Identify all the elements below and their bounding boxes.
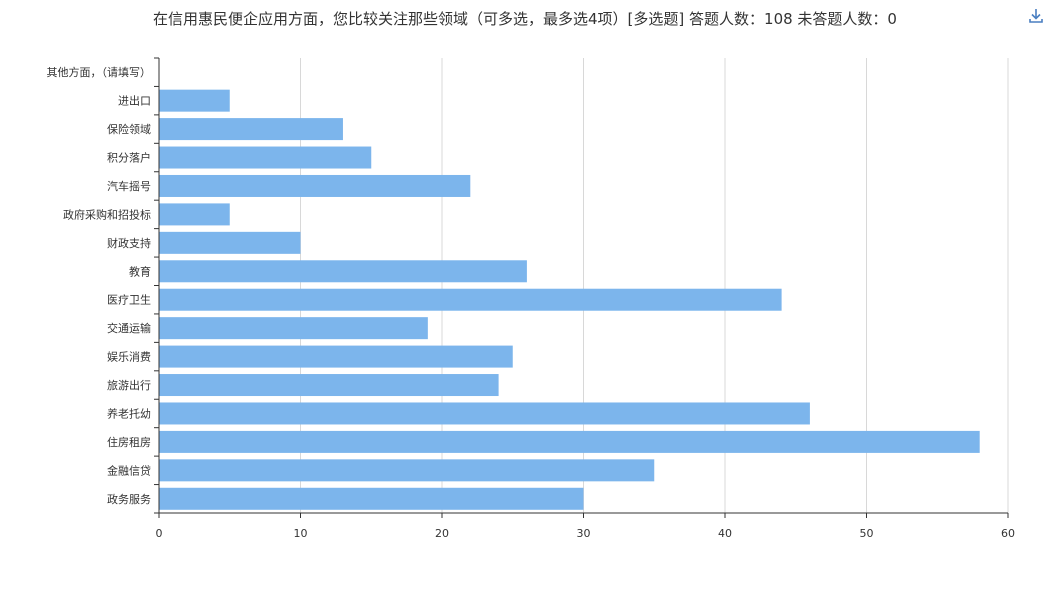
bar[interactable] <box>159 402 810 425</box>
bar[interactable] <box>159 146 372 169</box>
category-label: 娱乐消费 <box>107 350 151 364</box>
x-tick-label: 0 <box>156 527 163 540</box>
bar[interactable] <box>159 487 584 510</box>
bar[interactable] <box>159 118 343 141</box>
category-label: 金融信贷 <box>107 463 151 477</box>
category-label: 养老托幼 <box>107 406 151 420</box>
category-label: 财政支持 <box>107 236 151 250</box>
category-label: 积分落户 <box>107 151 151 165</box>
bar[interactable] <box>159 459 655 482</box>
bar[interactable] <box>159 345 513 368</box>
chart-title: 在信用惠民便企应用方面，您比较关注那些领域（可多选，最多选4项）[多选题] 答题… <box>153 10 897 28</box>
x-tick-label: 50 <box>860 527 874 540</box>
x-tick-label: 40 <box>718 527 732 540</box>
bar[interactable] <box>159 231 301 254</box>
x-tick-label: 30 <box>577 527 591 540</box>
x-tick-label: 20 <box>435 527 449 540</box>
download-icon[interactable] <box>1026 6 1046 26</box>
category-label: 汽车摇号 <box>107 179 151 193</box>
axes <box>154 57 1009 518</box>
category-label: 旅游出行 <box>107 378 151 392</box>
bar[interactable] <box>159 288 782 311</box>
bar[interactable] <box>159 317 428 340</box>
category-label: 交通运输 <box>107 321 151 335</box>
bar[interactable] <box>159 260 527 283</box>
bar[interactable] <box>159 89 230 112</box>
x-tick-label: 10 <box>294 527 308 540</box>
category-label: 政务服务 <box>107 492 151 506</box>
labels: 0 10 20 30 40 50 60 其他方面，（请填写） 进出口保险领域积分落户汽车摇号政府… <box>47 65 1016 540</box>
category-label: 政府采购和招投标 <box>63 207 151 221</box>
bar[interactable] <box>159 203 230 226</box>
category-label: 其他方面，（请填写） <box>47 65 152 79</box>
x-tick-label: 60 <box>1001 527 1015 540</box>
category-label: 进出口 <box>118 94 151 108</box>
bar[interactable] <box>159 430 980 453</box>
category-label: 教育 <box>129 264 151 278</box>
category-label: 住房租房 <box>107 435 151 449</box>
category-label: 保险领域 <box>107 122 151 136</box>
bar[interactable] <box>159 174 471 197</box>
category-label: 医疗卫生 <box>107 293 151 307</box>
bar[interactable] <box>159 374 499 397</box>
bars <box>159 89 980 510</box>
